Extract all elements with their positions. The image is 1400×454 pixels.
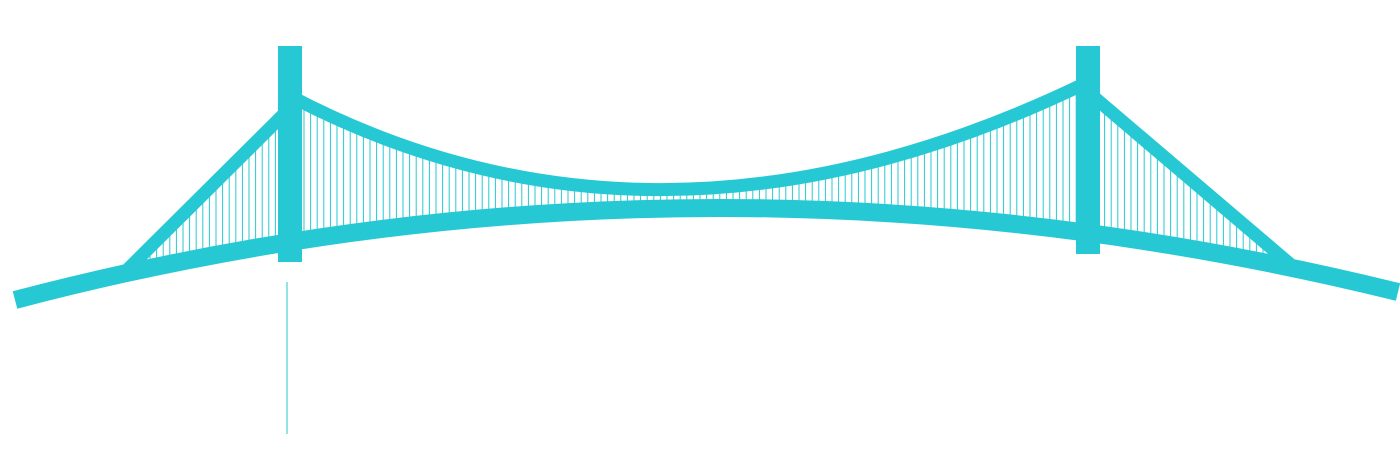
bridge-deck — [12, 199, 1400, 309]
bridge-structure — [12, 46, 1400, 434]
right-backstay-cable — [1083, 87, 1295, 269]
main-suspension-cable — [286, 76, 1091, 197]
left-backstay-cable — [123, 103, 295, 274]
